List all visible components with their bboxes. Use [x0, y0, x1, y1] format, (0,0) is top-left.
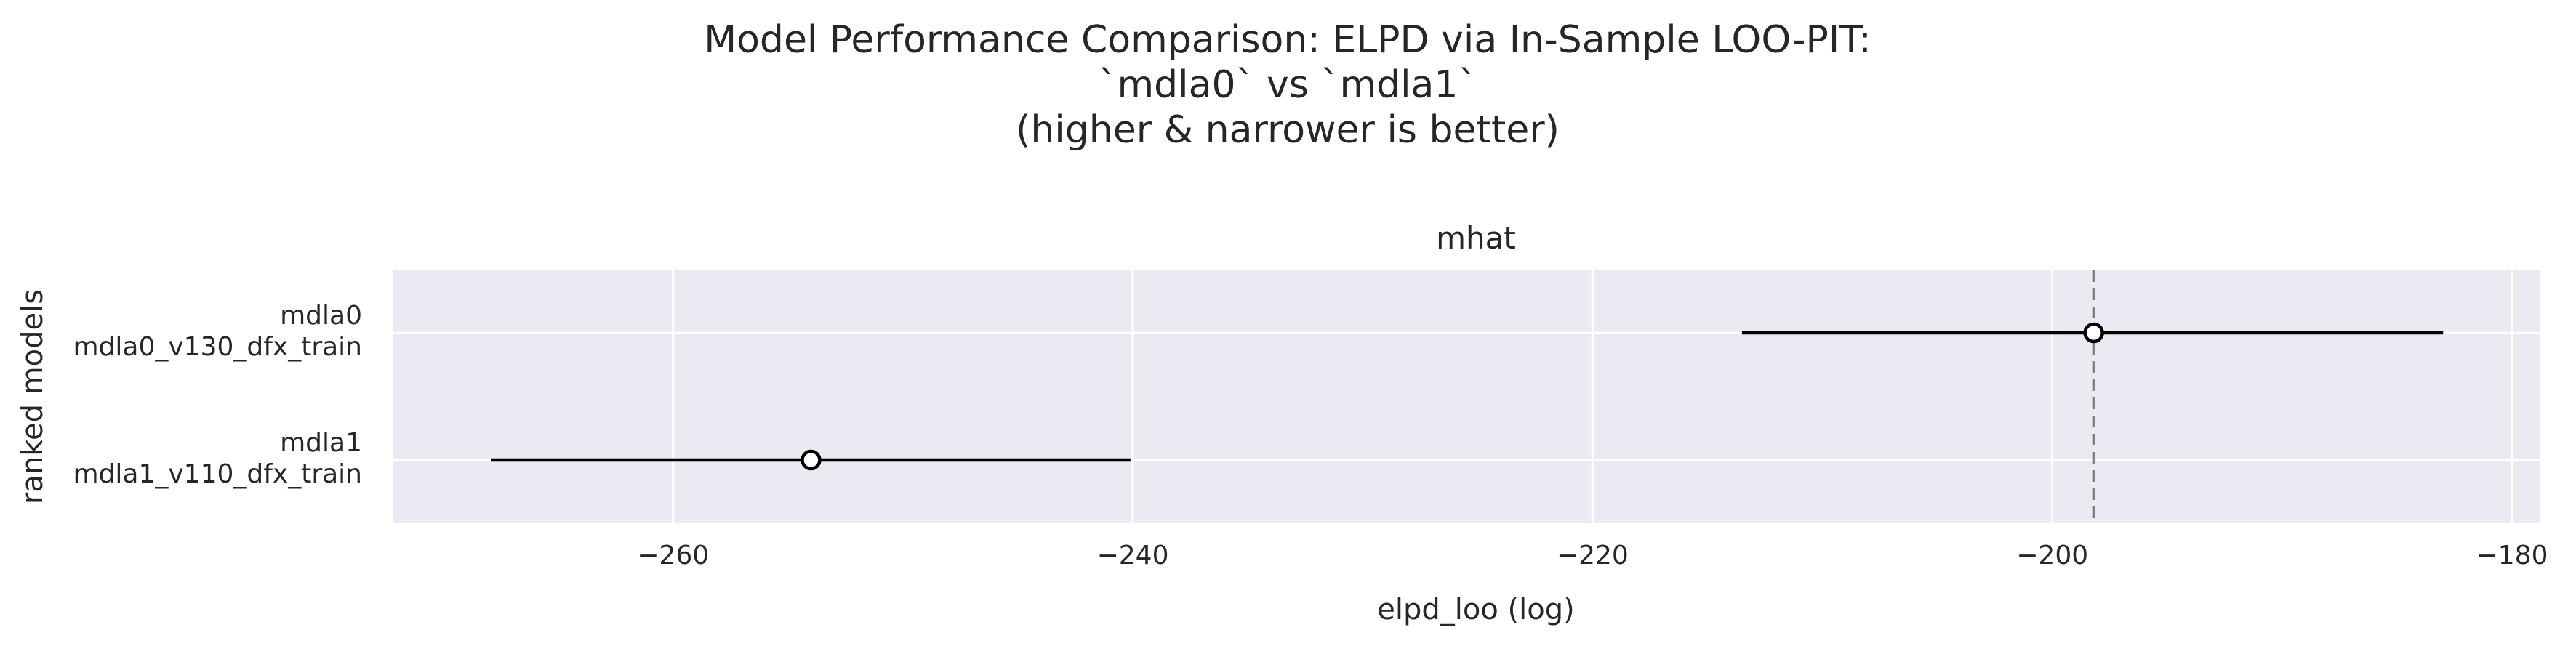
point-mdla0	[2083, 322, 2104, 344]
x-tick-label-3: −200	[2016, 541, 2088, 570]
y-tick-label-mdla1: mdla1	[280, 428, 362, 458]
figure-title: Model Performance Comparison: ELPD via I…	[704, 18, 1871, 152]
title-line-2: `mdla0` vs `mdla1`	[1098, 63, 1477, 107]
y-tick-sublabel-mdla0: mdla0_v130_dfx_train	[73, 332, 362, 362]
x-tick-labels: −260 −240 −220 −200 −180	[637, 541, 2548, 570]
y-tick-label-mdla0: mdla0	[280, 301, 362, 331]
title-line-1: Model Performance Comparison: ELPD via I…	[704, 18, 1871, 62]
plot-area	[393, 270, 2540, 523]
x-tick-label-2: −220	[1557, 541, 1629, 570]
point-mdla1	[801, 449, 822, 471]
x-tick-label-1: −240	[1097, 541, 1169, 570]
subplot-title: mhat	[1436, 220, 1516, 256]
y-tick-sublabel-mdla1: mdla1_v110_dfx_train	[73, 459, 362, 489]
x-tick-label-4: −180	[2476, 541, 2548, 570]
model-intervals	[491, 322, 2444, 471]
x-tick-label-0: −260	[637, 541, 709, 570]
x-axis-label: elpd_loo (log)	[1377, 593, 1574, 626]
y-axis-label: ranked models	[16, 289, 49, 504]
title-line-3: (higher & narrower is better)	[1016, 108, 1560, 152]
